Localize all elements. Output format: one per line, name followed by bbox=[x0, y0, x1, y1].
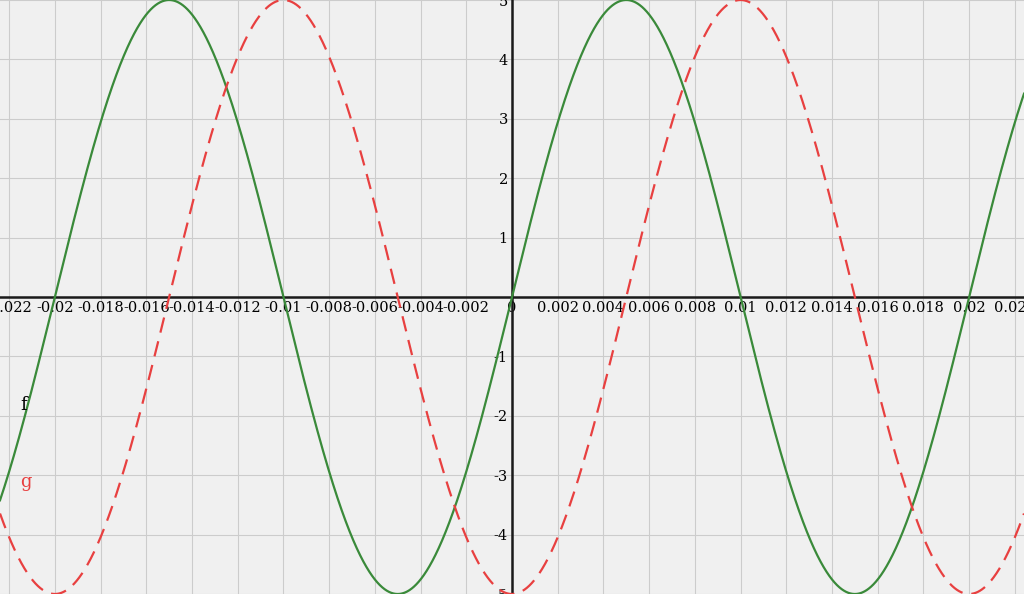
Text: f: f bbox=[20, 396, 28, 414]
Text: g: g bbox=[20, 473, 32, 491]
